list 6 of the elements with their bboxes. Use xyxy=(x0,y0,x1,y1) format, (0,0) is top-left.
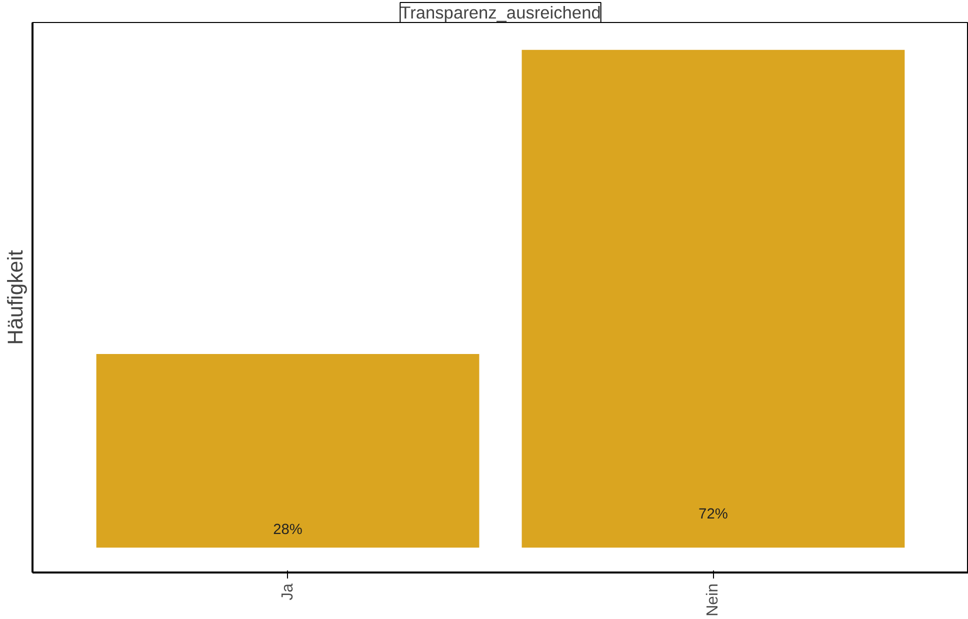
x-tick-label: Nein xyxy=(704,584,722,616)
chart-title: Transparenz_ausreichend xyxy=(400,2,601,22)
data-label: 72% xyxy=(698,506,728,523)
y-axis-title: Häufigkeit xyxy=(4,250,28,345)
data-label: 28% xyxy=(273,522,302,538)
x-tick-label: Ja xyxy=(279,583,296,600)
